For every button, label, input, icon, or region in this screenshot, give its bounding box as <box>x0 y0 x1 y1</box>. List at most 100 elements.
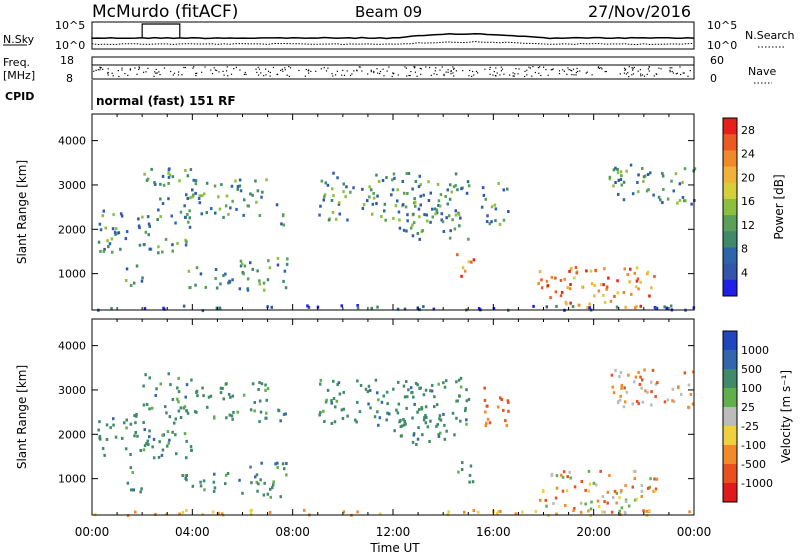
nave-dot <box>210 69 212 71</box>
heatmap-cell <box>165 512 168 516</box>
nave-dot <box>637 70 639 72</box>
heatmap-cell <box>448 197 452 201</box>
heatmap-cell <box>683 371 687 375</box>
heatmap-cell <box>402 228 406 232</box>
heatmap-cell <box>330 421 334 425</box>
heatmap-cell <box>651 368 655 372</box>
heatmap-cell <box>372 196 376 200</box>
heatmap-cell <box>433 395 436 399</box>
heatmap-cell <box>453 433 456 437</box>
heatmap-cell <box>258 381 261 385</box>
nave-dot <box>341 74 343 76</box>
heatmap-cell <box>605 287 608 291</box>
nave-dot <box>545 69 547 71</box>
heatmap-cell <box>636 181 639 184</box>
heatmap-cell <box>484 424 487 428</box>
heatmap-cell <box>228 280 232 284</box>
heatmap-cell <box>179 406 183 410</box>
nave-dot <box>528 66 530 68</box>
heatmap-cell <box>283 269 287 273</box>
heatmap-cell <box>381 179 385 182</box>
nave-dot <box>416 75 418 77</box>
heatmap-cell <box>199 272 203 276</box>
heatmap-cell <box>663 305 666 309</box>
heatmap-cell <box>319 378 323 382</box>
heatmap-cell <box>276 461 279 465</box>
heatmap-cell <box>255 480 258 484</box>
heatmap-cell <box>280 222 283 226</box>
colorbar-tick-label: 24 <box>741 148 755 161</box>
nave-dot <box>257 66 259 68</box>
heatmap-cell <box>614 166 617 170</box>
heatmap-cell <box>148 376 151 380</box>
heatmap-cell <box>236 410 239 414</box>
heatmap-cell <box>181 511 185 514</box>
heatmap-cell <box>225 416 228 420</box>
heatmap-cell <box>238 184 242 188</box>
heatmap-cell <box>454 172 458 176</box>
heatmap-cell <box>566 475 569 479</box>
heatmap-cell <box>346 218 349 222</box>
heatmap-cell <box>179 416 183 419</box>
heatmap-cell <box>268 510 272 514</box>
heatmap-cell <box>429 419 432 423</box>
nave-dot <box>373 71 375 74</box>
heatmap-cell <box>424 405 428 409</box>
heatmap-cell <box>620 386 623 390</box>
heatmap-cell <box>433 207 437 211</box>
heatmap-cell <box>542 490 545 494</box>
heatmap-cell <box>640 489 644 493</box>
heatmap-cell <box>560 290 564 294</box>
heatmap-cell <box>155 387 158 391</box>
nave-dot <box>515 68 517 70</box>
heatmap-cell <box>465 388 468 392</box>
nsky-trace <box>91 33 695 40</box>
heatmap-cell <box>424 388 428 392</box>
heatmap-cell <box>238 287 242 291</box>
heatmap-cell <box>184 243 188 247</box>
heatmap-cell <box>162 306 165 310</box>
heatmap-cell <box>260 461 263 465</box>
heatmap-cell <box>171 430 174 434</box>
heatmap-cell <box>234 179 237 183</box>
heatmap-cell <box>401 180 404 183</box>
heatmap-cell <box>687 383 691 387</box>
heatmap-cell <box>108 242 112 246</box>
heatmap-cell <box>683 199 686 203</box>
heatmap-cell <box>148 247 151 251</box>
heatmap-cell <box>402 384 406 388</box>
heatmap-cell <box>274 462 277 466</box>
nave-dot <box>682 72 684 74</box>
nave-dot <box>604 71 606 73</box>
heatmap-cell <box>224 473 228 477</box>
nave-dot <box>632 68 634 70</box>
nave-dot <box>586 71 588 73</box>
heatmap-cell <box>258 399 262 403</box>
heatmap-cell <box>447 510 450 514</box>
heatmap-cell <box>161 433 164 437</box>
nave-dot <box>102 68 104 70</box>
heatmap-cell <box>188 286 191 290</box>
heatmap-cell <box>554 290 558 294</box>
heatmap-cell <box>346 414 349 418</box>
heatmap-cell <box>174 221 177 225</box>
heatmap-cell <box>375 202 378 205</box>
heatmap-cell <box>264 383 267 387</box>
heatmap-cell <box>396 307 400 311</box>
heatmap-cell <box>445 429 448 433</box>
heatmap-cell <box>637 402 640 406</box>
heatmap-cell <box>637 173 640 177</box>
heatmap-cell <box>97 428 100 432</box>
heatmap-cell <box>284 286 288 290</box>
nave-dot <box>597 66 600 68</box>
heatmap-cell <box>625 169 628 173</box>
heatmap-cell <box>457 470 460 474</box>
heatmap-cell <box>101 214 104 218</box>
heatmap-cell <box>674 172 678 176</box>
heatmap-cell <box>174 433 177 437</box>
nave-dot <box>406 75 408 77</box>
nave-dot <box>163 67 166 69</box>
heatmap-cell <box>376 391 379 395</box>
heatmap-cell <box>411 416 414 420</box>
heatmap-cell <box>431 215 434 219</box>
